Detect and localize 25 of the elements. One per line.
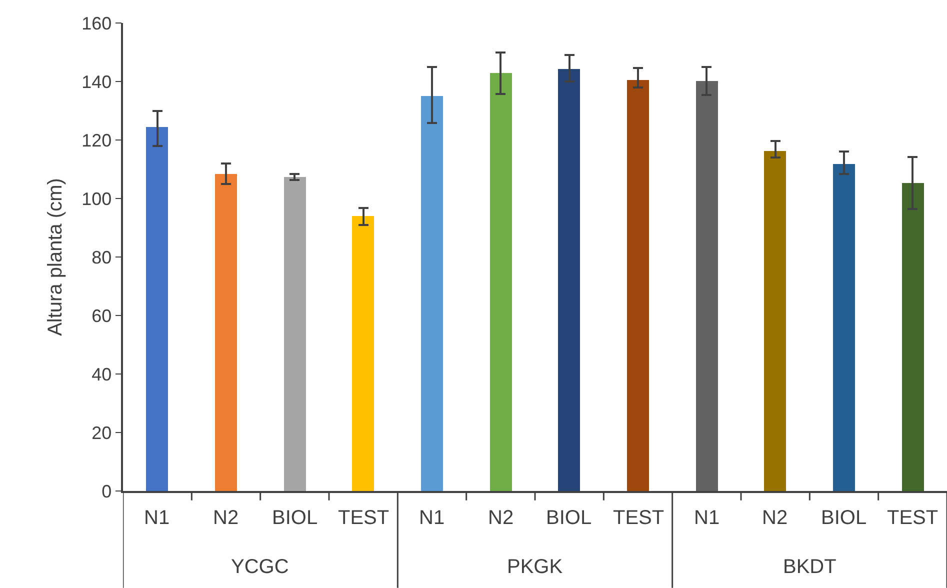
- y-tick-label: 160: [82, 13, 112, 34]
- y-tick-label: 140: [82, 72, 112, 92]
- x-tick-label: BIOL: [546, 507, 592, 529]
- y-tick-label: 100: [82, 188, 112, 209]
- y-tick-label: 80: [92, 247, 112, 268]
- x-tick-label: TEST: [613, 507, 664, 529]
- text: PKGK: [507, 556, 564, 578]
- y-tick-label: 60: [92, 306, 112, 326]
- x-tick-label: N1: [144, 507, 170, 529]
- x-tick-label: BIOL: [821, 507, 867, 529]
- x-tick-label: TEST: [887, 507, 938, 529]
- y-axis-title: Altura planta (cm): [44, 178, 67, 336]
- x-tick-label: N2: [488, 507, 514, 529]
- x-tick-label: N1: [419, 507, 445, 529]
- y-tick-label: 20: [92, 422, 112, 443]
- text: YCGC: [231, 556, 289, 578]
- x-tick-label: N1: [694, 507, 720, 529]
- x-tick-label: TEST: [338, 507, 390, 529]
- text: BKDT: [783, 556, 836, 578]
- x-tick-label: BIOL: [272, 507, 318, 529]
- x-tick-label: N2: [213, 507, 239, 529]
- y-tick-label: 40: [92, 364, 112, 384]
- y-tick-label: 120: [82, 130, 112, 150]
- x-tick-label: N2: [762, 507, 788, 529]
- y-tick-label: 0: [102, 481, 112, 502]
